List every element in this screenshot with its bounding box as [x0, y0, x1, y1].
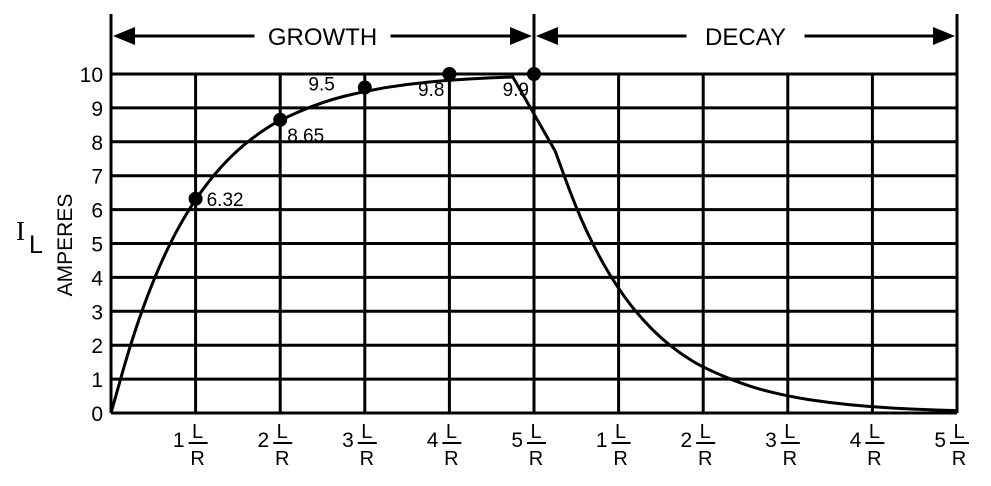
x-tick-coef: 3: [765, 429, 777, 452]
data-point: [357, 80, 372, 95]
arrowhead-right-icon: [933, 27, 955, 45]
x-tick-num: L: [530, 421, 541, 443]
x-tick-den: R: [360, 448, 374, 470]
x-tick-coef: 1: [173, 429, 185, 452]
x-tick-den: R: [698, 448, 712, 470]
x-tick: 5 LR: [934, 421, 969, 470]
x-tick-num: L: [784, 421, 795, 443]
x-tick-den: R: [444, 448, 458, 470]
y-axis-label: I L AMPERES: [16, 194, 77, 297]
x-tick-coef: 5: [934, 429, 946, 452]
y-tick-label: 5: [91, 234, 103, 257]
x-tick-num: L: [953, 421, 964, 443]
data-label: 9.9: [503, 80, 529, 101]
section-headers: GROWTH DECAY: [109, 14, 959, 74]
data-label: 9.5: [308, 75, 334, 96]
y-tick-label: 0: [91, 403, 103, 426]
y-axis-units: AMPERES: [54, 194, 77, 297]
x-tick: 1 LR: [596, 421, 631, 470]
x-tick-den: R: [783, 448, 797, 470]
x-tick-coef: 2: [258, 429, 270, 452]
x-tick-num: L: [869, 421, 880, 443]
arrowhead-right-icon: [510, 27, 532, 45]
arrowhead-left-icon: [113, 27, 135, 45]
data-point: [442, 67, 457, 81]
x-tick: 2 LR: [258, 421, 293, 470]
x-tick-den: R: [275, 448, 289, 470]
x-tick-coef: 5: [511, 429, 523, 452]
x-tick-num: L: [192, 421, 203, 443]
x-tick: 1 LR: [173, 421, 208, 470]
x-tick-num: L: [446, 421, 457, 443]
y-tick-label: 2: [91, 335, 103, 358]
x-tick-den: R: [867, 448, 881, 470]
data-label: 6.32: [207, 190, 244, 211]
x-tick: 5 LR: [511, 421, 546, 470]
x-tick-den: R: [529, 448, 543, 470]
y-tick-label: 7: [91, 166, 103, 189]
grid: [109, 72, 959, 415]
x-tick-den: R: [613, 448, 627, 470]
x-tick-num: L: [361, 421, 372, 443]
section-label: GROWTH: [268, 24, 377, 51]
data-label: 9.8: [418, 80, 444, 101]
y-tick-label: 3: [91, 301, 103, 324]
y-tick-labels: 0 1 2 3 4 5 6 7 8 9 10: [80, 64, 104, 426]
markers-layer: 6.32 8.65 9.5 9.8 9.9: [188, 67, 541, 211]
y-tick-label: 6: [91, 200, 103, 223]
data-point: [273, 112, 288, 127]
y-tick-label: 9: [91, 98, 103, 121]
y-tick-label: 8: [91, 132, 103, 155]
arrowhead-left-icon: [536, 27, 558, 45]
y-tick-label: 10: [80, 64, 103, 87]
y-tick-label: 1: [91, 369, 103, 392]
x-tick-labels: 1 LR2 LR3 LR4 LR5 LR1 LR2 LR3 LR4 LR5 LR: [173, 421, 969, 470]
x-tick-den: R: [952, 448, 966, 470]
data-label: 8.65: [287, 126, 324, 147]
x-tick: 4 LR: [427, 421, 462, 470]
x-tick: 3 LR: [342, 421, 377, 470]
x-tick-coef: 4: [427, 429, 439, 452]
x-tick: 4 LR: [850, 421, 885, 470]
x-tick-num: L: [700, 421, 711, 443]
x-tick-num: L: [277, 421, 288, 443]
x-tick-coef: 2: [681, 429, 693, 452]
x-tick-coef: 1: [596, 429, 608, 452]
y-axis-subscript: L: [29, 231, 43, 259]
x-tick: 3 LR: [765, 421, 800, 470]
x-tick-coef: 3: [342, 429, 354, 452]
y-tick-label: 4: [91, 267, 103, 290]
x-tick-coef: 4: [850, 429, 862, 452]
data-point: [188, 191, 203, 206]
section-label: DECAY: [705, 24, 786, 51]
y-axis-symbol: I: [16, 216, 25, 246]
x-tick-den: R: [190, 448, 204, 470]
x-tick: 2 LR: [681, 421, 716, 470]
x-tick-num: L: [615, 421, 626, 443]
